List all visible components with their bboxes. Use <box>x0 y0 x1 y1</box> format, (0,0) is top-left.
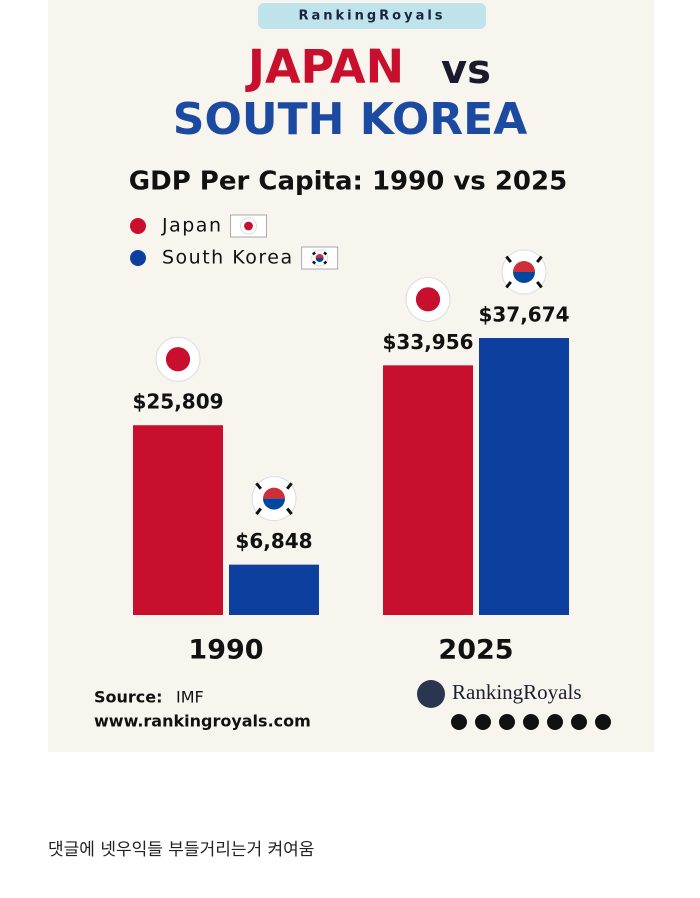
flag-trigram <box>312 251 316 256</box>
brand-badge <box>258 3 486 29</box>
logo-text: RankingRoyals <box>452 680 582 704</box>
flag-trigram <box>312 260 316 265</box>
source: IMF <box>176 688 204 707</box>
korea-flag <box>251 476 297 522</box>
social-icons <box>451 714 611 730</box>
title-korea: SOUTH KOREA <box>173 94 528 145</box>
brand: RankingRoyals <box>298 9 445 24</box>
flag-trigram <box>536 280 543 289</box>
x-tick-label: 1990 <box>188 635 263 666</box>
flag-trigram <box>536 255 543 264</box>
bar <box>383 365 473 615</box>
legend-label: Japan <box>161 215 223 237</box>
flag-red <box>315 254 324 258</box>
flag-trigram <box>505 255 512 264</box>
flag-trigram <box>286 507 293 515</box>
korea-flag <box>501 249 547 295</box>
flag-blue <box>263 498 285 510</box>
flag-blue <box>513 272 535 283</box>
value-label: $37,674 <box>478 303 569 327</box>
flag-trigram <box>255 482 262 490</box>
flag-trigram <box>323 260 328 265</box>
flag-trigram <box>323 251 328 256</box>
flag-trigram <box>505 280 512 289</box>
japan-flag <box>155 336 201 382</box>
website: www.rankingroyals.com <box>94 712 311 731</box>
flag-dot <box>415 287 441 312</box>
value-label: $6,848 <box>235 529 312 553</box>
flag-blue <box>315 258 324 262</box>
value-label: $25,809 <box>132 390 223 414</box>
caption: 댓글에 넷우익들 부들거리는거 켜여움 <box>48 840 314 860</box>
value-label: $33,956 <box>382 330 473 354</box>
flag-red <box>263 487 285 499</box>
legend-marker <box>130 250 146 266</box>
title-japan: JAPAN <box>245 40 404 94</box>
japan-flag <box>405 276 451 322</box>
legend-label: South Korea <box>162 247 294 269</box>
flag-trigram <box>255 507 262 515</box>
bar <box>479 338 569 615</box>
korea-flag <box>311 249 329 267</box>
legend-marker <box>130 218 146 234</box>
bar <box>229 564 319 615</box>
flag-dot <box>244 221 253 231</box>
subtitle: GDP Per Capita: 1990 vs 2025 <box>129 167 567 197</box>
source-label: Source: <box>94 688 163 707</box>
japan-flag <box>240 217 257 235</box>
flag-trigram <box>286 482 293 490</box>
flag-red <box>513 261 535 272</box>
flag-dot <box>165 347 191 372</box>
title-vs: vs <box>441 47 491 93</box>
bar <box>133 425 223 615</box>
x-tick-label: 2025 <box>438 635 513 666</box>
logo-icon <box>417 680 445 708</box>
